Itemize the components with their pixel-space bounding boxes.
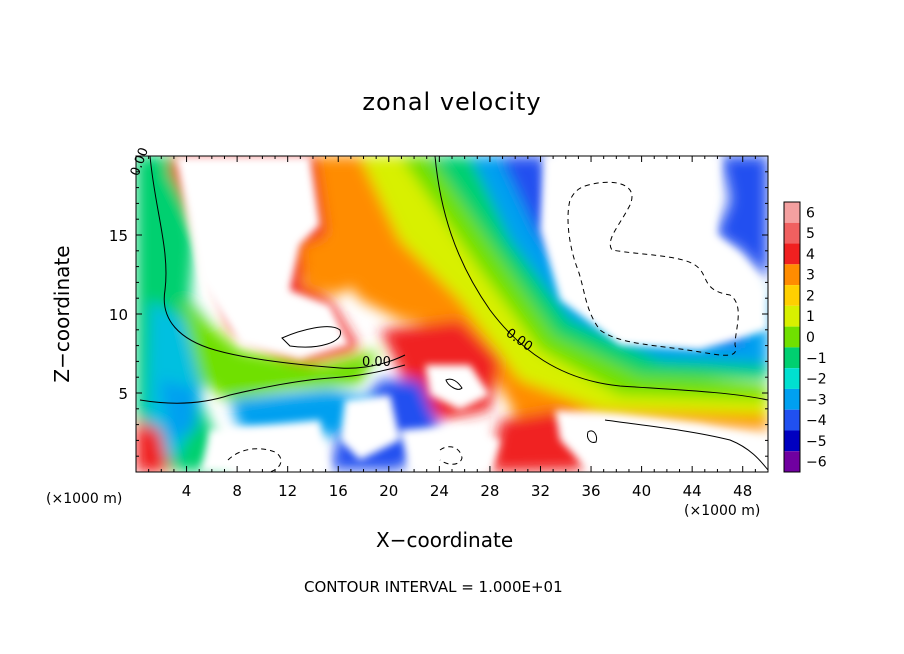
dashed-contour-upper-right	[567, 181, 739, 356]
colorbar-swatch	[784, 451, 800, 472]
colorbar-frame	[783, 201, 801, 473]
contour-label: 0.00	[362, 355, 391, 370]
colorbar-label: 2	[806, 288, 815, 304]
colorbar-swatch	[784, 326, 800, 348]
x-tick-label: 44	[683, 482, 702, 500]
x-tick-label: 24	[430, 482, 449, 500]
y-tick-label: 10	[109, 306, 128, 324]
inner-contour	[281, 326, 342, 348]
x-tick-label: 36	[581, 482, 600, 500]
x-tick-label: 8	[232, 482, 242, 500]
y-ticks: 5 10 15	[109, 171, 768, 457]
colorbar-label: −5	[806, 434, 827, 450]
x-unit-left: (×1000 m)	[46, 491, 123, 507]
zero-contour-right	[604, 419, 768, 471]
colorbar-label: 6	[806, 205, 815, 221]
colorbar-swatch	[784, 222, 800, 244]
colorbar-swatch	[784, 409, 800, 431]
colorbar-label: 4	[806, 247, 815, 263]
colorbar-label: 0	[806, 330, 815, 346]
colorbar: 6 5 4 3 2 1 0 −1 −2 −3 −4 −5 −6	[783, 201, 827, 473]
y-tick-label: 5	[118, 385, 128, 403]
colorbar-swatch	[784, 305, 800, 327]
colorbar-label: −2	[806, 372, 827, 388]
colorbar-label: 5	[806, 226, 815, 242]
x-tick-label: 16	[329, 482, 348, 500]
colorbar-swatch	[784, 264, 800, 286]
inner-contour-small	[445, 378, 463, 390]
x-unit-right: (×1000 m)	[684, 503, 761, 519]
colorbar-label: 3	[806, 268, 815, 284]
zero-contour-lower	[139, 364, 406, 404]
zero-contour-left	[149, 156, 406, 369]
contour-interval-note: CONTOUR INTERVAL = 1.000E+01	[304, 578, 563, 596]
dashed-contour-lower-center	[439, 446, 463, 465]
colorbar-swatch	[784, 285, 800, 306]
x-tick-label: 32	[531, 482, 550, 500]
x-tick-label: 48	[733, 482, 752, 500]
x-tick-label: 12	[278, 482, 297, 500]
velocity-field	[136, 156, 768, 472]
x-tick-label: 4	[182, 482, 192, 500]
contour-lines	[139, 156, 768, 472]
colorbar-swatch	[784, 347, 800, 369]
y-tick-label: 15	[109, 227, 128, 245]
zero-contour-main	[434, 156, 768, 401]
x-axis-label: X−coordinate	[376, 528, 514, 552]
colorbar-label: −4	[806, 413, 827, 429]
colorbar-swatch	[784, 388, 800, 410]
x-ticks: 4 8 12 16 20 24 28 32 36 40 44 48	[148, 156, 756, 500]
colorbar-swatch	[784, 202, 800, 223]
colorbar-label: −3	[806, 392, 827, 408]
colorbar-swatch	[784, 368, 800, 389]
colorbar-swatch	[784, 430, 800, 452]
x-tick-label: 40	[632, 482, 651, 500]
colorbar-label: −6	[806, 455, 827, 471]
x-tick-label: 20	[379, 482, 398, 500]
colorbar-swatch	[784, 243, 800, 265]
colorbar-label: 1	[806, 309, 815, 325]
inner-contour-tiny	[587, 430, 597, 443]
x-tick-label: 28	[480, 482, 499, 500]
colorbar-label: −1	[806, 351, 827, 367]
chart-title: zonal velocity	[362, 88, 542, 116]
